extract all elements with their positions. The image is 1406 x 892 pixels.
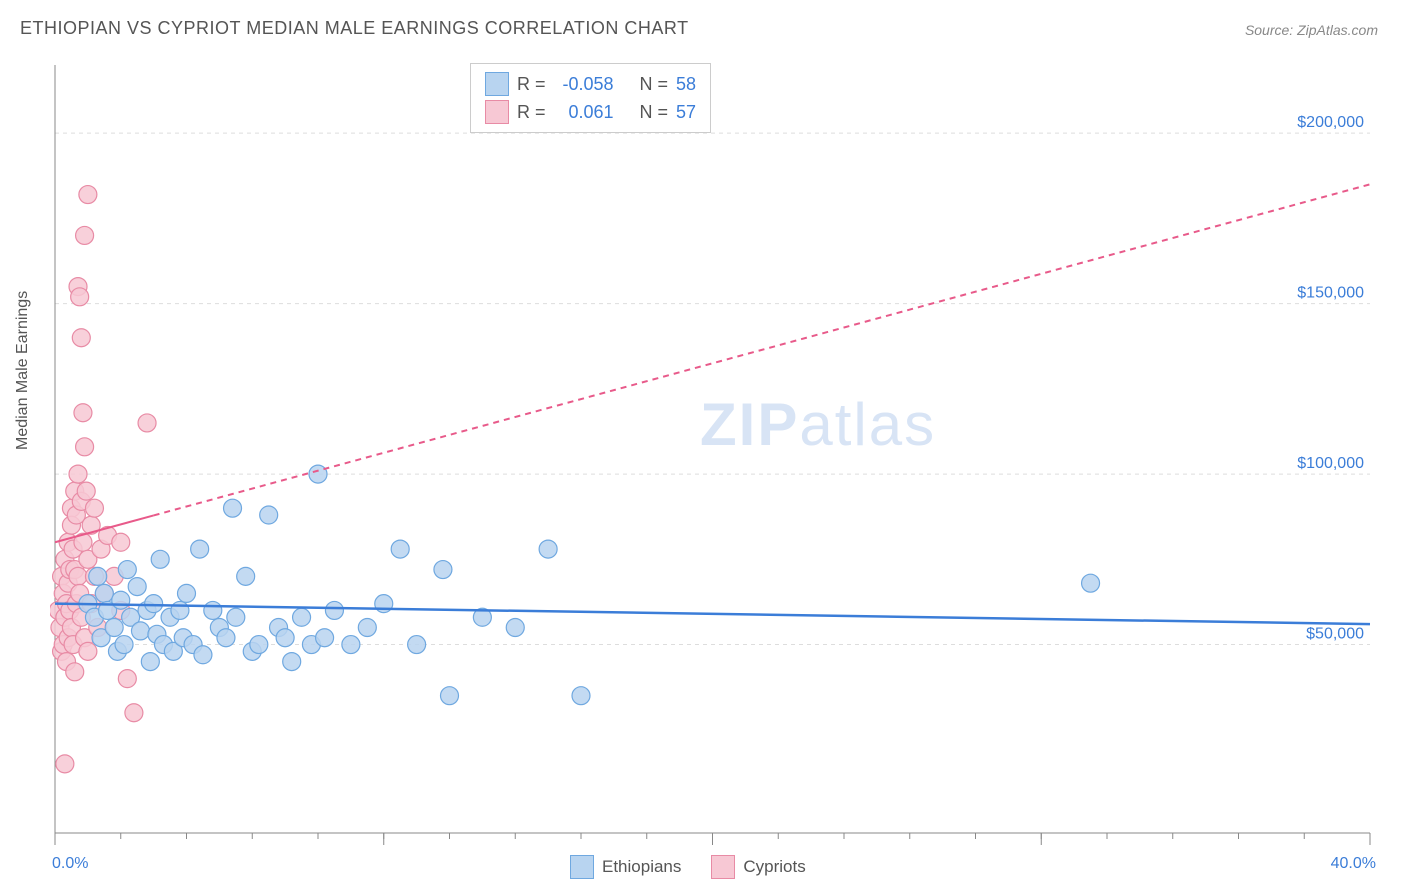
legend-label: Ethiopians [602,857,681,877]
stats-legend-box: R = -0.058 N = 58 R = 0.061 N = 57 [470,63,711,133]
x-axis-max-label: 40.0% [1331,855,1376,873]
r-value: 0.061 [554,102,614,123]
svg-text:$100,000: $100,000 [1297,455,1364,472]
chart-svg: $50,000 $100,000 $150,000 $200,000 [50,55,1380,855]
plot-area: $50,000 $100,000 $150,000 $200,000 [50,55,1380,825]
chart-title: ETHIOPIAN VS CYPRIOT MEDIAN MALE EARNING… [20,18,689,39]
legend-swatch [570,855,594,879]
stats-row: R = -0.058 N = 58 [485,70,696,98]
r-value: -0.058 [554,74,614,95]
series-legend: Ethiopians Cypriots [570,855,806,879]
n-value: 58 [676,74,696,95]
source-attribution: Source: ZipAtlas.com [1245,22,1378,38]
chart-container: ETHIOPIAN VS CYPRIOT MEDIAN MALE EARNING… [0,0,1406,892]
y-axis-label: Median Male Earnings [14,291,32,450]
legend-item: Ethiopians [570,855,681,879]
n-value: 57 [676,102,696,123]
legend-swatch [485,72,509,96]
n-label: N = [640,74,669,95]
svg-text:$150,000: $150,000 [1297,285,1364,302]
legend-swatch [485,100,509,124]
svg-text:$200,000: $200,000 [1297,114,1364,131]
stats-row: R = 0.061 N = 57 [485,98,696,126]
r-label: R = [517,102,546,123]
n-label: N = [640,102,669,123]
legend-label: Cypriots [743,857,805,877]
legend-swatch [711,855,735,879]
svg-text:$50,000: $50,000 [1306,626,1364,643]
r-label: R = [517,74,546,95]
legend-item: Cypriots [711,855,805,879]
x-axis-min-label: 0.0% [52,855,88,873]
